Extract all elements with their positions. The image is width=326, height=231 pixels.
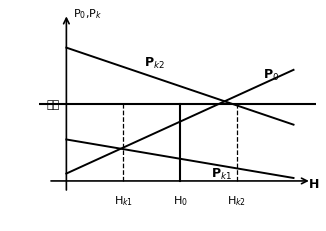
Text: H: H [309, 177, 319, 190]
Text: P$_{k2}$: P$_{k2}$ [143, 56, 165, 71]
Text: H$_{k2}$: H$_{k2}$ [227, 193, 246, 207]
Text: P$_0$,P$_k$: P$_0$,P$_k$ [73, 8, 102, 21]
Text: P$_{k1}$: P$_{k1}$ [211, 167, 232, 182]
Text: P$_0$: P$_0$ [263, 67, 279, 82]
Text: H$_{k1}$: H$_{k1}$ [113, 193, 133, 207]
Text: 标准: 标准 [46, 100, 60, 109]
Text: H$_0$: H$_0$ [172, 193, 187, 207]
